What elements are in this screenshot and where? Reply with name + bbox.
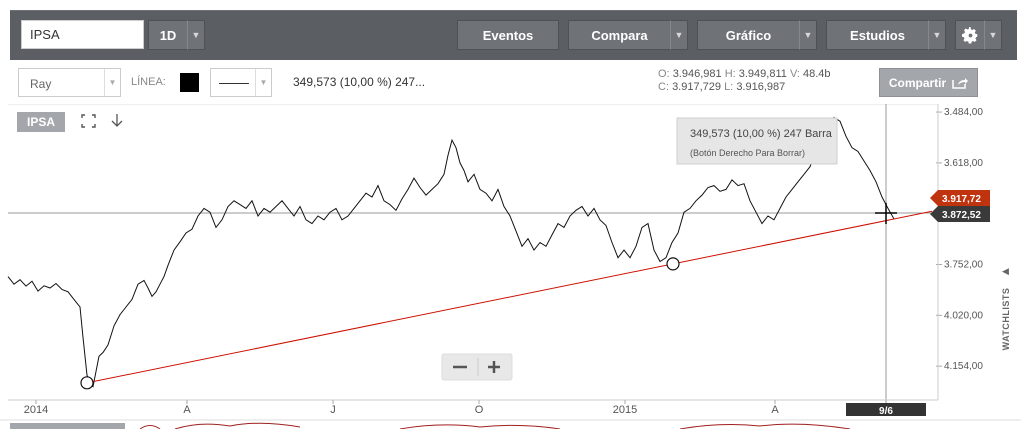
price-tag-cursor: 3.872,52 bbox=[930, 206, 990, 222]
compare-button[interactable]: Compara bbox=[568, 20, 671, 50]
price-chart[interactable]: 4.154,00 4.020,00 3.752,00 3.618,00 3.484,00… bbox=[0, 103, 1021, 430]
share-label: Compartir bbox=[888, 75, 947, 90]
y-tick-label: 4.020,00 bbox=[944, 310, 983, 321]
drawing-tool-value: Ray bbox=[30, 77, 52, 91]
zoom-out-button[interactable] bbox=[442, 354, 478, 380]
low-label: L: bbox=[724, 81, 734, 93]
trendline-anchor-start[interactable] bbox=[80, 376, 94, 390]
drawing-tool-select[interactable]: Ray ▼ bbox=[18, 68, 121, 97]
y-tick-label: 3.752,00 bbox=[944, 260, 983, 271]
chevron-down-icon: ▼ bbox=[104, 69, 120, 96]
ohlc-row-1: O: 3.946,981 H: 3.949,811 V: 48.4b bbox=[658, 68, 831, 80]
close-label: C: bbox=[658, 81, 669, 93]
symbol-tag-text: IPSA bbox=[27, 115, 55, 129]
high-label: H: bbox=[724, 68, 736, 80]
chevron-down-icon: ▼ bbox=[988, 30, 998, 40]
tooltip-line-2: (Botón Derecho Para Borrar) bbox=[690, 148, 805, 158]
drawing-toolbar: Ray ▼ LÍNEA: ▼ 349,573 (10,00 %) 247... … bbox=[10, 62, 1017, 104]
line-color-swatch[interactable] bbox=[180, 73, 199, 92]
x-tick-label: 2015 bbox=[613, 404, 637, 416]
volume-label: V: bbox=[789, 68, 800, 80]
ohlc-row-2: C: 3.917,729 L: 3.916,987 bbox=[658, 81, 785, 93]
symbol-input[interactable]: IPSA bbox=[21, 20, 144, 49]
cursor-date-text: 9/6 bbox=[879, 406, 893, 417]
share-button[interactable]: Compartir bbox=[879, 68, 978, 97]
price-series-line bbox=[7, 116, 895, 388]
line-color-label: LÍNEA: bbox=[131, 76, 166, 88]
low-value: 3.916,987 bbox=[736, 81, 786, 93]
line-style-preview bbox=[219, 83, 249, 84]
arrow-down-icon[interactable] bbox=[111, 114, 123, 127]
x-tick-label: O bbox=[475, 404, 484, 416]
price-tag-last-text: 3.917,72 bbox=[942, 194, 981, 205]
lower-panel-tab[interactable] bbox=[10, 423, 125, 429]
settings-button[interactable] bbox=[955, 20, 985, 50]
zoom-in-button[interactable] bbox=[478, 354, 512, 380]
y-tick-label: 3.484,00 bbox=[944, 107, 983, 118]
lower-panel-preview bbox=[139, 422, 851, 430]
settings-dropdown-caret[interactable]: ▼ bbox=[984, 20, 1002, 50]
period-button[interactable]: 1D bbox=[148, 20, 188, 50]
y-tick-label: 4.154,00 bbox=[944, 361, 983, 372]
x-tick-label: J bbox=[330, 404, 336, 416]
x-tick-label: A bbox=[183, 404, 191, 416]
open-value: 3.946,981 bbox=[672, 68, 722, 80]
price-tag-cursor-text: 3.872,52 bbox=[942, 210, 981, 221]
zoom-controls bbox=[441, 353, 513, 381]
volume-value: 48.4b bbox=[803, 68, 831, 80]
chevron-down-icon: ▼ bbox=[932, 30, 942, 40]
chart-area[interactable]: 4.154,00 4.020,00 3.752,00 3.618,00 3.484,00… bbox=[0, 103, 1021, 430]
tooltip-line-1: 349,573 (10,00 %) 247 Barra bbox=[690, 128, 833, 140]
crosshair-cursor bbox=[875, 203, 897, 224]
fullscreen-icon[interactable] bbox=[81, 114, 96, 128]
watchlists-tab[interactable]: ◀ WATCHLISTS bbox=[994, 264, 1018, 364]
close-value: 3.917,729 bbox=[672, 81, 721, 93]
price-tag-last: 3.917,72 bbox=[930, 190, 990, 206]
gear-icon bbox=[961, 26, 977, 43]
plus-icon bbox=[488, 361, 500, 373]
period-dropdown-caret[interactable]: ▼ bbox=[187, 20, 205, 50]
watchlists-arrow-icon: ◀ bbox=[1002, 266, 1009, 276]
high-value: 3.949,811 bbox=[738, 68, 787, 80]
x-tick-label: A bbox=[771, 404, 779, 416]
cursor-date-tag bbox=[846, 403, 926, 416]
chart-type-button[interactable]: Gráfico bbox=[697, 20, 800, 50]
chart-type-dropdown-caret[interactable]: ▼ bbox=[799, 20, 817, 50]
line-style-select[interactable]: ▼ bbox=[210, 68, 272, 97]
chevron-down-icon: ▼ bbox=[674, 30, 684, 40]
chevron-down-icon: ▼ bbox=[255, 69, 271, 96]
top-toolbar: IPSA 1D ▼ Eventos Compara ▼ Gráfico ▼ Es… bbox=[10, 10, 1017, 60]
trendline[interactable] bbox=[86, 210, 933, 384]
y-tick-label: 3.618,00 bbox=[944, 158, 983, 169]
open-label: O: bbox=[658, 68, 670, 80]
x-tick-label: 2014 bbox=[24, 404, 48, 416]
symbol-tag bbox=[17, 112, 65, 132]
studies-dropdown-caret[interactable]: ▼ bbox=[928, 20, 946, 50]
trendline-anchor-mid[interactable] bbox=[666, 257, 680, 271]
watchlists-label: WATCHLISTS bbox=[1001, 287, 1011, 351]
chevron-down-icon: ▼ bbox=[803, 30, 813, 40]
compare-dropdown-caret[interactable]: ▼ bbox=[670, 20, 688, 50]
studies-button[interactable]: Estudios bbox=[826, 20, 929, 50]
measure-readout: 349,573 (10,00 %) 247... bbox=[293, 75, 426, 89]
share-icon bbox=[952, 78, 969, 89]
events-button[interactable]: Eventos bbox=[457, 20, 559, 50]
measure-tooltip: 349,573 (10,00 %) 247 Barra (Botón Derec… bbox=[676, 117, 838, 165]
chevron-down-icon: ▼ bbox=[191, 30, 201, 40]
